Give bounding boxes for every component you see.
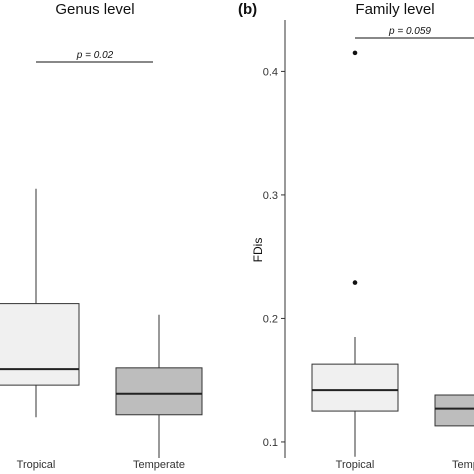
x-tick-tropical-family: Tropical	[336, 459, 375, 471]
genus-level-title: Genus level	[55, 1, 134, 18]
family-tropical-outlier-2	[352, 280, 358, 285]
family-p-value-label: p = 0.059	[388, 26, 431, 37]
x-tick-temperate-family: Temperate	[452, 459, 474, 471]
family-temperate-box	[434, 394, 474, 427]
genus-temperate-box	[115, 367, 203, 416]
y-axis-label-fdis: FDis	[251, 238, 265, 263]
y-tick-label-0.3: 0.3	[263, 190, 278, 202]
y-tick-label-0.4: 0.4	[263, 66, 278, 78]
x-tick-temperate-genus: Temperate	[133, 459, 185, 471]
panel-letter-b: (b)	[238, 1, 257, 18]
family-tropical-outlier-1	[352, 50, 358, 56]
family-tropical-box	[311, 363, 399, 412]
y-tick-label-0.1: 0.1	[263, 437, 278, 449]
genus-level-panel: Genus level p = 0.02 Tropical Temperate	[0, 1, 203, 471]
family-level-panel: (b) Family level FDis 0.1 0.2 0.3 0.4 p = 0…	[238, 1, 474, 471]
x-tick-tropical-genus: Tropical	[17, 459, 56, 471]
genus-p-value-label: p = 0.02	[76, 50, 114, 61]
genus-tropical-box	[0, 303, 80, 386]
y-tick-label-0.2: 0.2	[263, 313, 278, 325]
family-level-title: Family level	[355, 1, 434, 18]
